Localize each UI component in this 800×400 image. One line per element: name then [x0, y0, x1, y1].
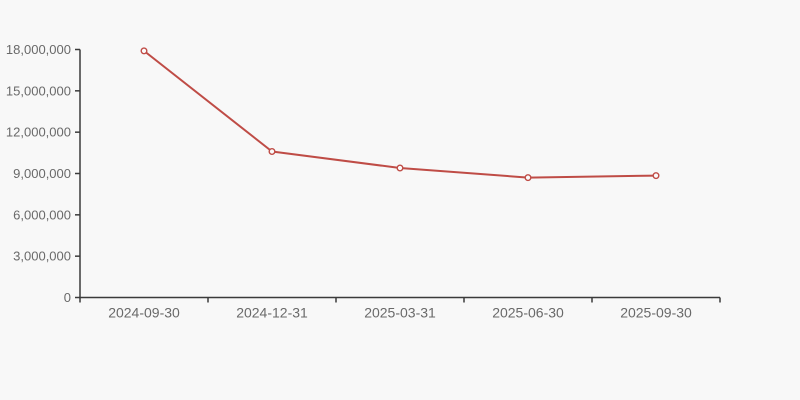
y-axis-tick-label: 3,000,000 — [13, 249, 71, 264]
y-axis-tick-label: 15,000,000 — [6, 83, 71, 98]
y-axis-tick-label: 9,000,000 — [13, 166, 71, 181]
y-axis-tick-label: 6,000,000 — [13, 207, 71, 222]
x-axis-tick-label: 2024-12-31 — [236, 305, 308, 321]
y-axis-tick-label: 12,000,000 — [6, 125, 71, 140]
x-axis-tick-label: 2025-09-30 — [620, 305, 692, 321]
y-axis-tick-label: 18,000,000 — [6, 42, 71, 57]
y-axis-tick-label: 0 — [64, 290, 71, 305]
data-point-marker[interactable] — [652, 172, 660, 180]
x-axis-tick-label: 2024-09-30 — [108, 305, 180, 321]
x-axis-tick-label: 2025-06-30 — [492, 305, 564, 321]
data-point-marker[interactable] — [396, 164, 404, 172]
data-point-marker[interactable] — [524, 174, 532, 182]
data-point-marker[interactable] — [268, 147, 276, 155]
x-axis-tick-label: 2025-03-31 — [364, 305, 436, 321]
data-point-marker[interactable] — [140, 47, 148, 55]
